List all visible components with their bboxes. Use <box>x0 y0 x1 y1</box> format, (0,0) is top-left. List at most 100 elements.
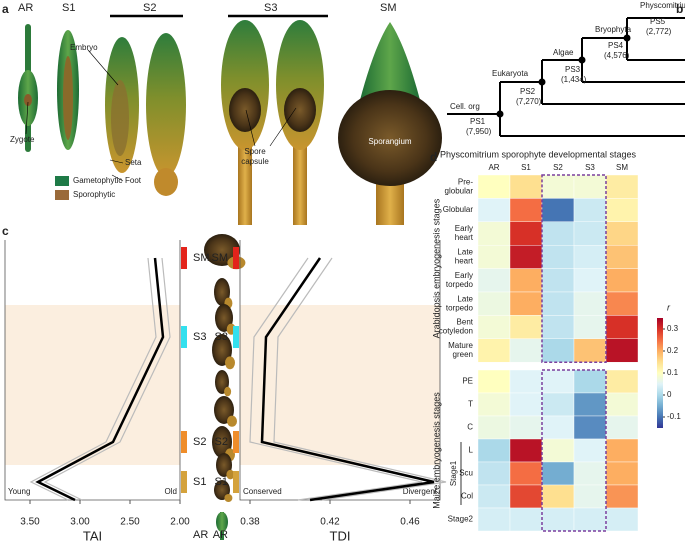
colorbar-tick-label: 0 <box>667 390 672 399</box>
stage-bar <box>181 247 187 269</box>
line <box>249 257 423 501</box>
stage-label: S1 <box>193 476 206 488</box>
annotation: Spore <box>244 147 266 156</box>
heatmap-cell <box>477 315 511 339</box>
heatmap-cell <box>509 507 543 532</box>
row-label: Early <box>455 271 473 280</box>
heatmap-cell <box>605 461 639 486</box>
line <box>43 257 171 501</box>
heatmap-cell <box>605 438 639 463</box>
heatmap-cell <box>541 438 575 463</box>
row-label: Mature <box>448 341 473 350</box>
heatmap-cell <box>509 315 543 339</box>
annotation: capsule <box>241 157 269 166</box>
stage-bar <box>233 326 239 348</box>
heatmap-cell <box>541 369 575 394</box>
shape <box>24 94 32 106</box>
heatmap-title: Physcomitrium sporophyte developmental s… <box>440 149 637 159</box>
stage-label: S3 <box>215 331 228 343</box>
column-label: S2 <box>553 163 563 172</box>
gene-count: (7,270) <box>516 97 542 106</box>
heatmap-cell <box>573 244 607 269</box>
pointer <box>269 107 297 147</box>
heatmap-cell <box>573 415 607 440</box>
heatmap-cell <box>509 174 543 199</box>
heatmap-cell <box>477 461 511 486</box>
icon <box>224 386 232 397</box>
x-tick-label: 2.50 <box>120 517 140 528</box>
gene-count: (1,434) <box>561 75 587 84</box>
x-axis-label: TDI <box>330 528 351 542</box>
x-tick-label: 2.00 <box>170 517 190 528</box>
stage-bar <box>181 471 187 493</box>
annotation: Young <box>8 487 30 496</box>
heatmap-cell <box>477 291 511 316</box>
legend-label: Sporophytic <box>73 190 115 199</box>
stage-label: S2 <box>215 436 228 448</box>
heatmap-cell <box>477 338 511 363</box>
heatmap-cell <box>509 461 543 486</box>
heatmap-cell <box>541 268 575 293</box>
shape <box>146 33 186 177</box>
heatmap-cell <box>573 198 607 222</box>
column-label: SM <box>616 163 628 172</box>
heatmap-cell <box>477 415 511 440</box>
heatmap-cell <box>509 484 543 509</box>
node <box>496 110 504 118</box>
colorbar-tick-label: 0.2 <box>667 346 679 355</box>
row-label: torpedo <box>446 303 474 312</box>
annotation: Sporangium <box>368 137 411 146</box>
row-label: Bent <box>457 318 474 327</box>
phylostratum: PS1 <box>470 117 486 126</box>
heatmap-cell <box>605 174 639 199</box>
row-label: Late <box>457 248 473 257</box>
icon <box>225 356 235 370</box>
heatmap-cell <box>573 291 607 316</box>
highlight-band <box>5 305 180 465</box>
heatmap-cell <box>477 174 511 199</box>
heatmap-cell <box>509 369 543 394</box>
heatmap-cell <box>541 461 575 486</box>
legend-label: Gametophytic <box>73 176 122 185</box>
illustration <box>204 234 246 540</box>
row-label: Pre- <box>458 177 473 186</box>
heatmap-cell <box>605 198 639 222</box>
stage-bar <box>181 431 187 453</box>
species-label: Physcomitrium <box>640 1 685 10</box>
gene-count: (4,576) <box>604 51 630 60</box>
heatmap-cell <box>541 338 575 363</box>
icon <box>224 494 233 502</box>
row-label: T <box>468 400 473 409</box>
clade-label: Algae <box>553 48 574 57</box>
shape <box>154 168 178 196</box>
heatmap-cell <box>541 244 575 269</box>
heatmap-cell <box>541 174 575 199</box>
row-label: heart <box>455 257 474 266</box>
heatmap-cell <box>605 221 639 246</box>
stage-label: AR <box>213 529 228 541</box>
heatmap-cell <box>605 507 639 532</box>
annotation: Old <box>165 487 177 496</box>
gene-count: (2,772) <box>646 27 672 36</box>
heatmap-cell <box>509 392 543 417</box>
heatmap-cell <box>573 392 607 417</box>
x-tick-label: 0.42 <box>320 517 340 528</box>
heatmap-cell <box>573 315 607 339</box>
shape <box>63 56 73 140</box>
stage-label: AR <box>18 2 33 14</box>
heatmap-cell <box>573 507 607 532</box>
row-label: Late <box>457 294 473 303</box>
node <box>578 56 586 64</box>
stage-label: S1 <box>215 476 228 488</box>
heatmap-cell <box>605 315 639 339</box>
axis <box>4 240 181 501</box>
heatmap-cell <box>509 338 543 363</box>
row-label: cotyledon <box>439 327 473 336</box>
heatmap-cell <box>541 507 575 532</box>
stage-label: S3 <box>264 2 277 14</box>
heatmap-cell <box>509 198 543 222</box>
phylostratum: PS3 <box>565 65 581 74</box>
clade-label: Bryophyta <box>595 25 632 34</box>
row-label: Scu <box>459 469 473 478</box>
heatmap-cell <box>605 369 639 394</box>
